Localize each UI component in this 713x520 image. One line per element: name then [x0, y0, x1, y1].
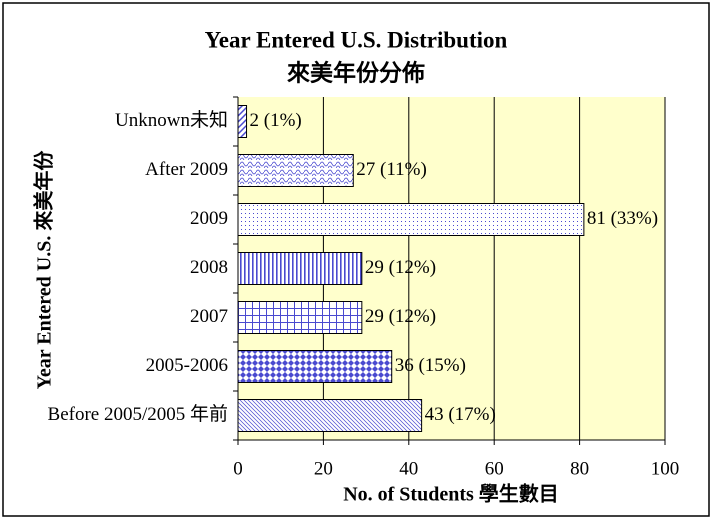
bar: [237, 350, 393, 383]
value-label: 43 (17%): [425, 404, 496, 425]
x-tick-label: 0: [233, 458, 243, 479]
x-tick-label: 100: [651, 458, 680, 479]
chart-subtitle: 來美年份分佈: [287, 59, 425, 85]
value-label: 2 (1%): [250, 110, 302, 131]
value-label: 29 (12%): [365, 257, 436, 278]
x-axis-title: No. of Students 學生數目: [343, 483, 559, 506]
y-tick-label: 2008: [190, 257, 228, 278]
value-label: 29 (12%): [365, 306, 436, 327]
y-tick-label: 2009: [190, 208, 228, 229]
bar: [237, 252, 363, 285]
y-axis-title: Year Entered U.S. 來美年份: [32, 150, 56, 390]
x-tick-label: 20: [314, 458, 333, 479]
x-tick-label: 80: [570, 458, 589, 479]
y-tick-label: Before 2005/2005 年前: [48, 403, 228, 425]
value-label: 81 (33%): [587, 208, 658, 229]
x-tick-label: 40: [399, 458, 418, 479]
y-tick-label: Unknown未知: [115, 109, 228, 131]
bar: [237, 203, 585, 236]
x-tick-label: 60: [485, 458, 504, 479]
bar: [237, 301, 363, 334]
bar: [237, 105, 248, 138]
value-label: 27 (11%): [356, 159, 427, 180]
chart-title: Year Entered U.S. Distribution: [205, 27, 508, 52]
bar: [237, 399, 423, 432]
y-tick-label: 2005-2006: [146, 355, 228, 376]
y-tick-label: 2007: [190, 306, 228, 327]
y-tick-label: After 2009: [145, 159, 228, 180]
value-label: 36 (15%): [395, 355, 466, 376]
bar: [237, 154, 354, 187]
